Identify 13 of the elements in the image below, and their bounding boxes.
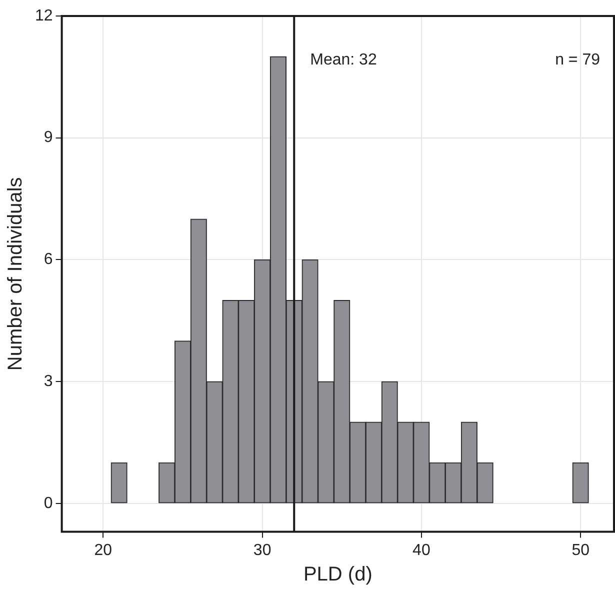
- y-tick-label: 6: [44, 251, 53, 268]
- y-tick-label: 12: [35, 7, 53, 24]
- x-tick-label: 30: [253, 542, 272, 559]
- y-tick-label: 9: [44, 129, 53, 146]
- y-tick-label: 3: [44, 372, 53, 390]
- x-tick-label: 20: [94, 542, 112, 559]
- x-axis-title: PLD (d): [303, 564, 372, 586]
- ref-line-label: Mean: 32: [310, 51, 377, 68]
- annotation: n = 79: [555, 51, 600, 68]
- y-tick-label: 0: [44, 494, 53, 512]
- y-axis-title: Number of Individuals: [4, 177, 27, 371]
- x-tick-label: 40: [412, 542, 430, 559]
- x-tick-label: 50: [572, 542, 590, 559]
